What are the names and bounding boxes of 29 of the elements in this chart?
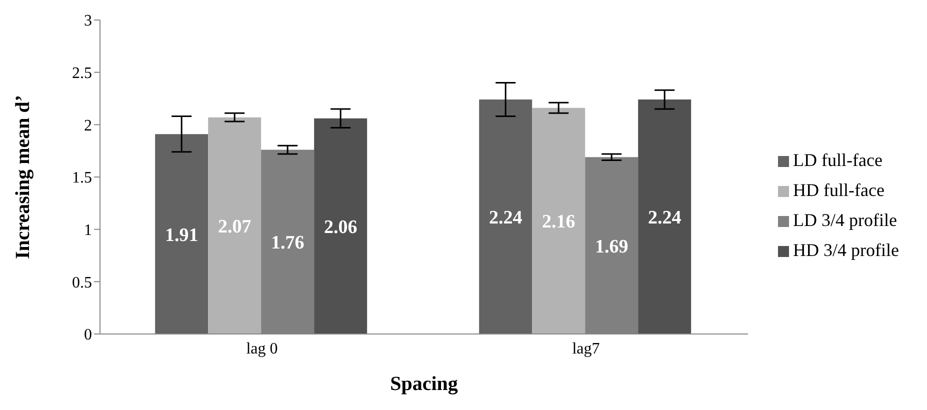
y-tick-label: 2.5 xyxy=(72,65,92,82)
bar xyxy=(208,117,262,334)
x-axis-title: Spacing xyxy=(390,373,458,395)
y-tick-label: 3 xyxy=(84,12,92,30)
legend-label: LD full-face xyxy=(793,150,882,170)
data-label: 2.24 xyxy=(488,208,523,229)
legend-label: HD full-face xyxy=(793,180,884,200)
bar xyxy=(155,134,208,334)
data-label: 2.16 xyxy=(542,212,576,233)
x-tick-label: lag 0 xyxy=(246,340,278,358)
data-label: 1.76 xyxy=(270,232,304,254)
y-axis-title: Increasing mean d’ xyxy=(12,94,34,260)
data-label: 1.91 xyxy=(164,224,198,246)
bar xyxy=(532,108,586,334)
bar xyxy=(638,100,692,334)
data-label: 2.07 xyxy=(218,216,252,238)
bar xyxy=(479,100,532,334)
legend-label: HD 3/4 profile xyxy=(793,240,899,260)
y-tick-label: 0 xyxy=(84,326,92,344)
y-tick-label: 1 xyxy=(84,222,92,240)
data-label: 2.06 xyxy=(324,216,358,238)
y-tick-label: 2 xyxy=(84,117,92,134)
y-tick-label: 1.5 xyxy=(72,170,92,187)
data-label: 2.24 xyxy=(648,208,682,229)
legend-label: LD 3/4 profile xyxy=(793,210,897,230)
data-label: 1.69 xyxy=(594,236,628,258)
y-tick-label: 0.5 xyxy=(72,274,92,292)
x-tick-label: lag7 xyxy=(572,340,600,358)
bar xyxy=(314,118,368,334)
